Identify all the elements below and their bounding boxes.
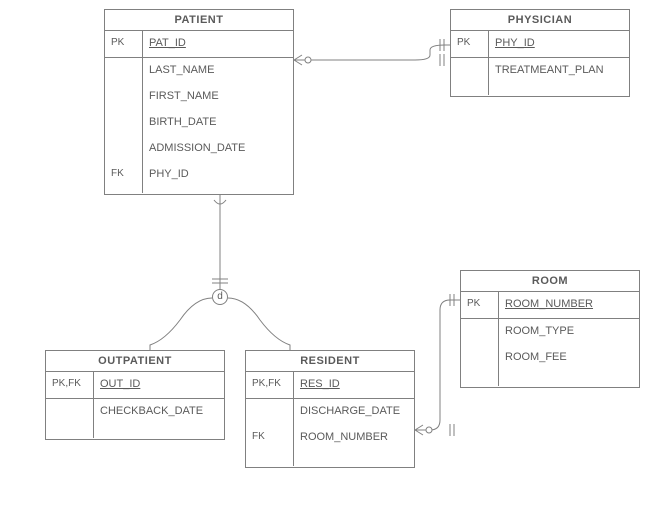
disjoint-label: d (217, 291, 223, 302)
entity-resident: RESIDENT PK,FK FKRES_IDDISCHARGE_DATEROOM… (245, 350, 415, 468)
attr-column: OUT_IDCHECKBACK_DATE (94, 372, 224, 438)
attr-cell: RES_ID (294, 372, 414, 399)
key-cell: PK (105, 31, 142, 58)
entity-room: ROOM PKROOM_NUMBERROOM_TYPEROOM_FEE (460, 270, 640, 388)
entity-body: PKROOM_NUMBERROOM_TYPEROOM_FEE (461, 292, 639, 386)
attr-cell: OUT_ID (94, 372, 224, 399)
entity-patient: PATIENT PKFKPAT_IDLAST_NAMEFIRST_NAMEBIR… (104, 9, 294, 195)
attr-cell: ADMISSION_DATE (143, 136, 293, 162)
key-cell: FK (246, 425, 293, 451)
attr-cell: BIRTH_DATE (143, 110, 293, 136)
key-column: PK,FK FK (246, 372, 294, 466)
key-cell (246, 399, 293, 425)
attr-cell: PHY_ID (143, 162, 293, 188)
attr-cell: PAT_ID (143, 31, 293, 58)
entity-title: OUTPATIENT (46, 351, 224, 372)
attr-cell: LAST_NAME (143, 58, 293, 84)
key-cell (105, 58, 142, 84)
key-column: PK (461, 292, 499, 386)
entity-title: PATIENT (105, 10, 293, 31)
attr-column: PHY_IDTREATMEANT_PLAN (489, 31, 629, 95)
key-column: PK (451, 31, 489, 95)
entity-body: PKPHY_IDTREATMEANT_PLAN (451, 31, 629, 95)
disjoint-symbol: d (212, 289, 228, 305)
key-cell (105, 84, 142, 110)
attr-cell: ROOM_NUMBER (499, 292, 639, 319)
key-cell (461, 345, 498, 371)
entity-body: PK,FK FKRES_IDDISCHARGE_DATEROOM_NUMBER (246, 372, 414, 466)
key-cell (105, 110, 142, 136)
key-cell (46, 399, 93, 425)
attr-cell: FIRST_NAME (143, 84, 293, 110)
key-cell: FK (105, 162, 142, 188)
entity-title: PHYSICIAN (451, 10, 629, 31)
attr-column: RES_IDDISCHARGE_DATEROOM_NUMBER (294, 372, 414, 466)
key-cell: PK,FK (246, 372, 293, 399)
entity-body: PK,FKOUT_IDCHECKBACK_DATE (46, 372, 224, 438)
attr-column: PAT_IDLAST_NAMEFIRST_NAMEBIRTH_DATEADMIS… (143, 31, 293, 193)
key-cell (451, 58, 488, 84)
key-column: PK,FK (46, 372, 94, 438)
attr-column: ROOM_NUMBERROOM_TYPEROOM_FEE (499, 292, 639, 386)
attr-cell: ROOM_TYPE (499, 319, 639, 345)
entity-body: PKFKPAT_IDLAST_NAMEFIRST_NAMEBIRTH_DATEA… (105, 31, 293, 193)
attr-cell: TREATMEANT_PLAN (489, 58, 629, 84)
entity-title: RESIDENT (246, 351, 414, 372)
attr-cell: ROOM_NUMBER (294, 425, 414, 451)
entity-title: ROOM (461, 271, 639, 292)
key-cell (461, 319, 498, 345)
attr-cell: DISCHARGE_DATE (294, 399, 414, 425)
attr-cell: PHY_ID (489, 31, 629, 58)
key-cell: PK,FK (46, 372, 93, 399)
key-cell (105, 136, 142, 162)
attr-cell: ROOM_FEE (499, 345, 639, 371)
entity-outpatient: OUTPATIENT PK,FKOUT_IDCHECKBACK_DATE (45, 350, 225, 440)
key-column: PK FK (105, 31, 143, 193)
key-cell: PK (451, 31, 488, 58)
entity-physician: PHYSICIAN PKPHY_IDTREATMEANT_PLAN (450, 9, 630, 97)
attr-cell: CHECKBACK_DATE (94, 399, 224, 425)
key-cell: PK (461, 292, 498, 319)
